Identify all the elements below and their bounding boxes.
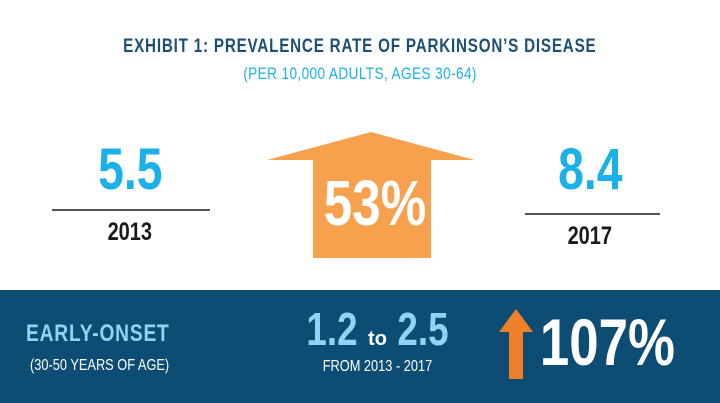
year-2017: 2017 <box>567 222 613 250</box>
up-arrow-icon <box>267 132 475 258</box>
early-onset-age-range: (30-50 YEARS OF AGE) <box>30 357 170 374</box>
divider-left <box>52 209 210 211</box>
early-onset-band: EARLY-ONSET (30-50 YEARS OF AGE) 1.2 to … <box>0 290 720 403</box>
year-2013: 2013 <box>107 218 153 246</box>
early-onset-change: 107% <box>539 305 676 379</box>
early-onset-label: EARLY-ONSET <box>26 320 170 347</box>
early-onset-range: 1.2 to 2.5 <box>306 303 449 355</box>
change-percent: 53% <box>323 167 427 239</box>
exhibit-subtitle: (PER 10,000 ADULTS, AGES 30-64) <box>243 64 477 83</box>
small-up-arrow-icon <box>499 309 533 379</box>
divider-right <box>525 213 660 215</box>
value-2013: 5.5 <box>97 137 163 202</box>
early-onset-period: FROM 2013 - 2017 <box>322 358 433 375</box>
value-2017: 8.4 <box>557 137 623 202</box>
exhibit-title: EXHIBIT 1: PREVALENCE RATE OF PARKINSON’… <box>123 36 597 57</box>
